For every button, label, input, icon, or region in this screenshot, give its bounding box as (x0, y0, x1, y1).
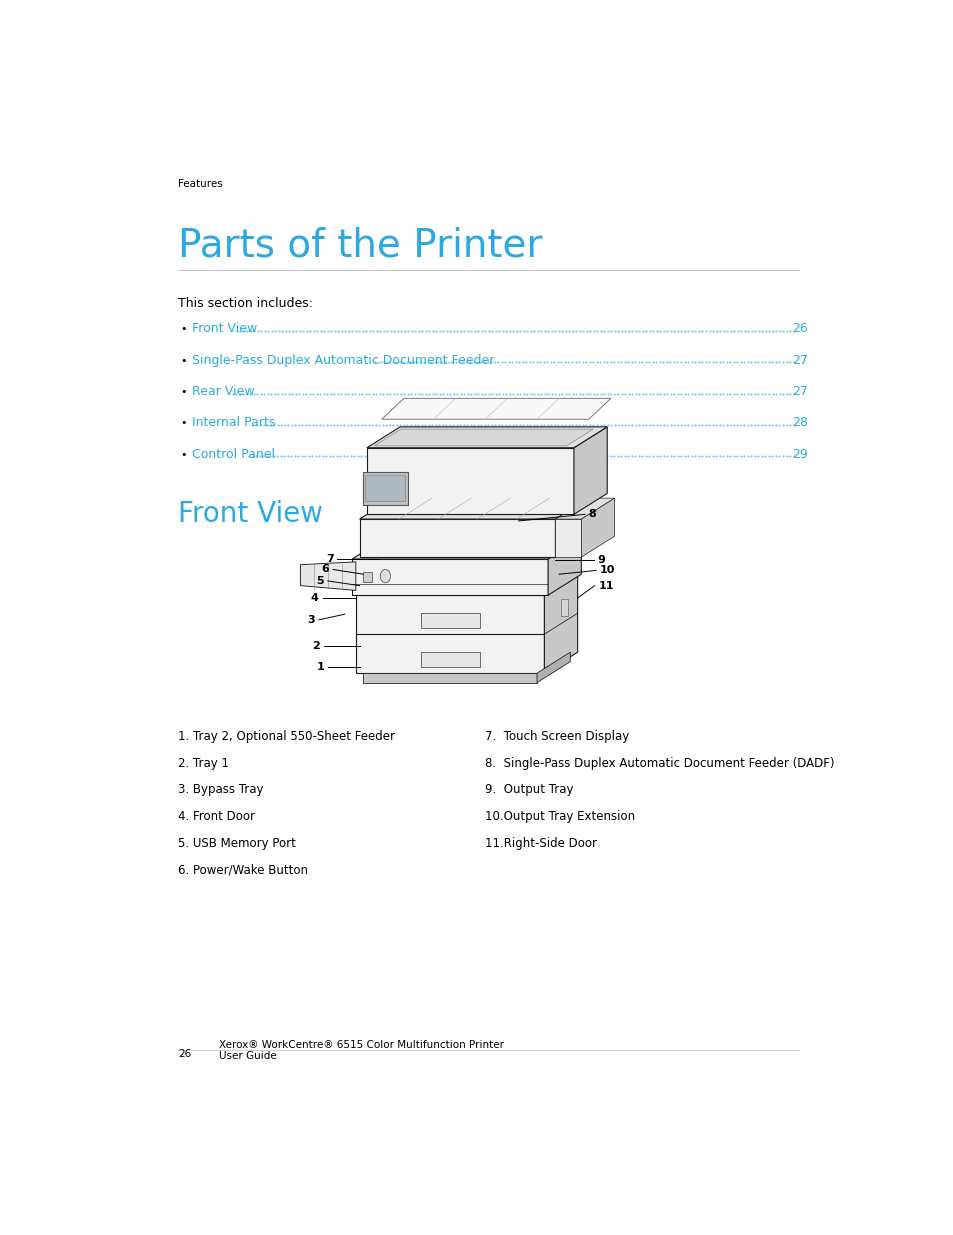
Text: 28: 28 (792, 416, 807, 430)
Text: 5. USB Memory Port: 5. USB Memory Port (178, 836, 296, 850)
Polygon shape (574, 427, 606, 514)
Text: •: • (180, 387, 186, 396)
Text: 3: 3 (307, 615, 314, 625)
Text: 26: 26 (792, 322, 807, 335)
Text: •: • (180, 450, 186, 459)
Text: Xerox® WorkCentre® 6515 Color Multifunction Printer: Xerox® WorkCentre® 6515 Color Multifunct… (219, 1040, 503, 1050)
Text: 11: 11 (598, 580, 613, 590)
Polygon shape (580, 498, 614, 557)
Text: 2. Tray 1: 2. Tray 1 (178, 757, 229, 769)
Text: 6. Power/Wake Button: 6. Power/Wake Button (178, 863, 308, 877)
Text: 9: 9 (597, 555, 605, 564)
Text: 2: 2 (313, 641, 320, 651)
Text: Internal Parts: Internal Parts (193, 416, 275, 430)
Bar (352, 559, 547, 595)
Bar (363, 673, 537, 683)
Bar (355, 595, 544, 673)
Text: 9.  Output Tray: 9. Output Tray (485, 783, 573, 797)
Text: 4. Front Door: 4. Front Door (178, 810, 255, 823)
Text: Features: Features (178, 179, 223, 189)
Text: 1: 1 (316, 662, 324, 672)
Text: 4: 4 (311, 593, 318, 603)
Text: 5: 5 (316, 576, 324, 585)
Polygon shape (555, 498, 614, 519)
Polygon shape (367, 427, 606, 448)
Polygon shape (537, 652, 570, 683)
Polygon shape (547, 538, 580, 595)
Bar (555, 519, 580, 557)
Circle shape (380, 569, 390, 583)
Text: This section includes:: This section includes: (178, 298, 314, 310)
Text: 8.  Single-Pass Duplex Automatic Document Feeder (DADF): 8. Single-Pass Duplex Automatic Document… (485, 757, 834, 769)
Text: Rear View: Rear View (193, 385, 254, 398)
Text: •: • (180, 419, 186, 429)
Bar (560, 599, 568, 616)
Polygon shape (381, 399, 610, 419)
Bar (420, 652, 479, 667)
Text: 7: 7 (326, 555, 334, 564)
Bar (363, 572, 372, 582)
Text: 8: 8 (588, 509, 596, 519)
Polygon shape (374, 429, 593, 446)
Polygon shape (300, 562, 355, 590)
Bar (420, 614, 479, 629)
Text: 11.Right-Side Door: 11.Right-Side Door (485, 836, 597, 850)
Bar (367, 448, 574, 514)
Text: Control Panel: Control Panel (193, 448, 275, 461)
Text: Single-Pass Duplex Automatic Document Feeder: Single-Pass Duplex Automatic Document Fe… (193, 353, 495, 367)
Polygon shape (355, 574, 577, 595)
Text: 6: 6 (321, 564, 329, 574)
Text: User Guide: User Guide (219, 1051, 276, 1061)
Text: •: • (180, 324, 186, 335)
Text: 10.Output Tray Extension: 10.Output Tray Extension (485, 810, 635, 823)
Text: 3. Bypass Tray: 3. Bypass Tray (178, 783, 264, 797)
Bar (365, 475, 405, 501)
Text: Parts of the Printer: Parts of the Printer (178, 226, 542, 264)
Polygon shape (555, 498, 588, 557)
Text: •: • (180, 356, 186, 366)
Text: 1. Tray 2, Optional 550-Sheet Feeder: 1. Tray 2, Optional 550-Sheet Feeder (178, 730, 395, 743)
Polygon shape (352, 538, 580, 559)
Text: 27: 27 (792, 353, 807, 367)
Text: 7.  Touch Screen Display: 7. Touch Screen Display (485, 730, 629, 743)
Text: Front View: Front View (178, 500, 323, 529)
Text: 10: 10 (599, 566, 615, 576)
Polygon shape (544, 574, 577, 673)
Polygon shape (359, 498, 588, 519)
Text: Front View: Front View (193, 322, 257, 335)
Text: 27: 27 (792, 385, 807, 398)
Text: 29: 29 (792, 448, 807, 461)
Bar (363, 472, 407, 505)
Bar (359, 519, 555, 557)
Text: 26: 26 (178, 1050, 192, 1060)
